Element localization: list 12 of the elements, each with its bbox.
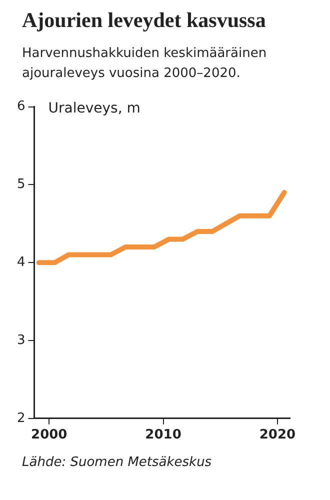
y-tick-label: 2: [16, 410, 26, 426]
x-tick-label: 2000: [31, 428, 68, 443]
text: Lähde: Suomen Metsäkeskus: [22, 455, 212, 470]
y-tick-label: 6: [16, 99, 26, 114]
y-tick-label: 5: [16, 177, 26, 192]
y-tick-label: 3: [16, 332, 26, 348]
chart-subtitle: Harvennushakkuiden keskimääräinen ajouraleveys vuosina 2000–2020.: [22, 45, 268, 83]
x-tick-label: 2020: [259, 428, 296, 443]
x-tick-label: 2010: [145, 428, 182, 443]
y-tick-label: 4: [16, 254, 26, 270]
y-axis-title: Uraleveys, m: [48, 100, 140, 116]
chart-title: Ajourien leveydet kasvussa: [22, 8, 266, 33]
